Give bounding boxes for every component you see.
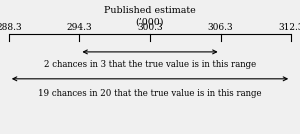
Text: (’000): (’000) — [136, 18, 164, 27]
Text: 2 chances in 3 that the true value is in this range: 2 chances in 3 that the true value is in… — [44, 60, 256, 69]
Text: 288.3: 288.3 — [0, 23, 22, 31]
Text: 19 chances in 20 that the true value is in this range: 19 chances in 20 that the true value is … — [38, 89, 262, 98]
Text: 306.3: 306.3 — [208, 23, 233, 31]
Text: 294.3: 294.3 — [67, 23, 92, 31]
Text: Published estimate: Published estimate — [104, 6, 196, 15]
Text: 312.3: 312.3 — [278, 23, 300, 31]
Text: 300.3: 300.3 — [137, 23, 163, 31]
